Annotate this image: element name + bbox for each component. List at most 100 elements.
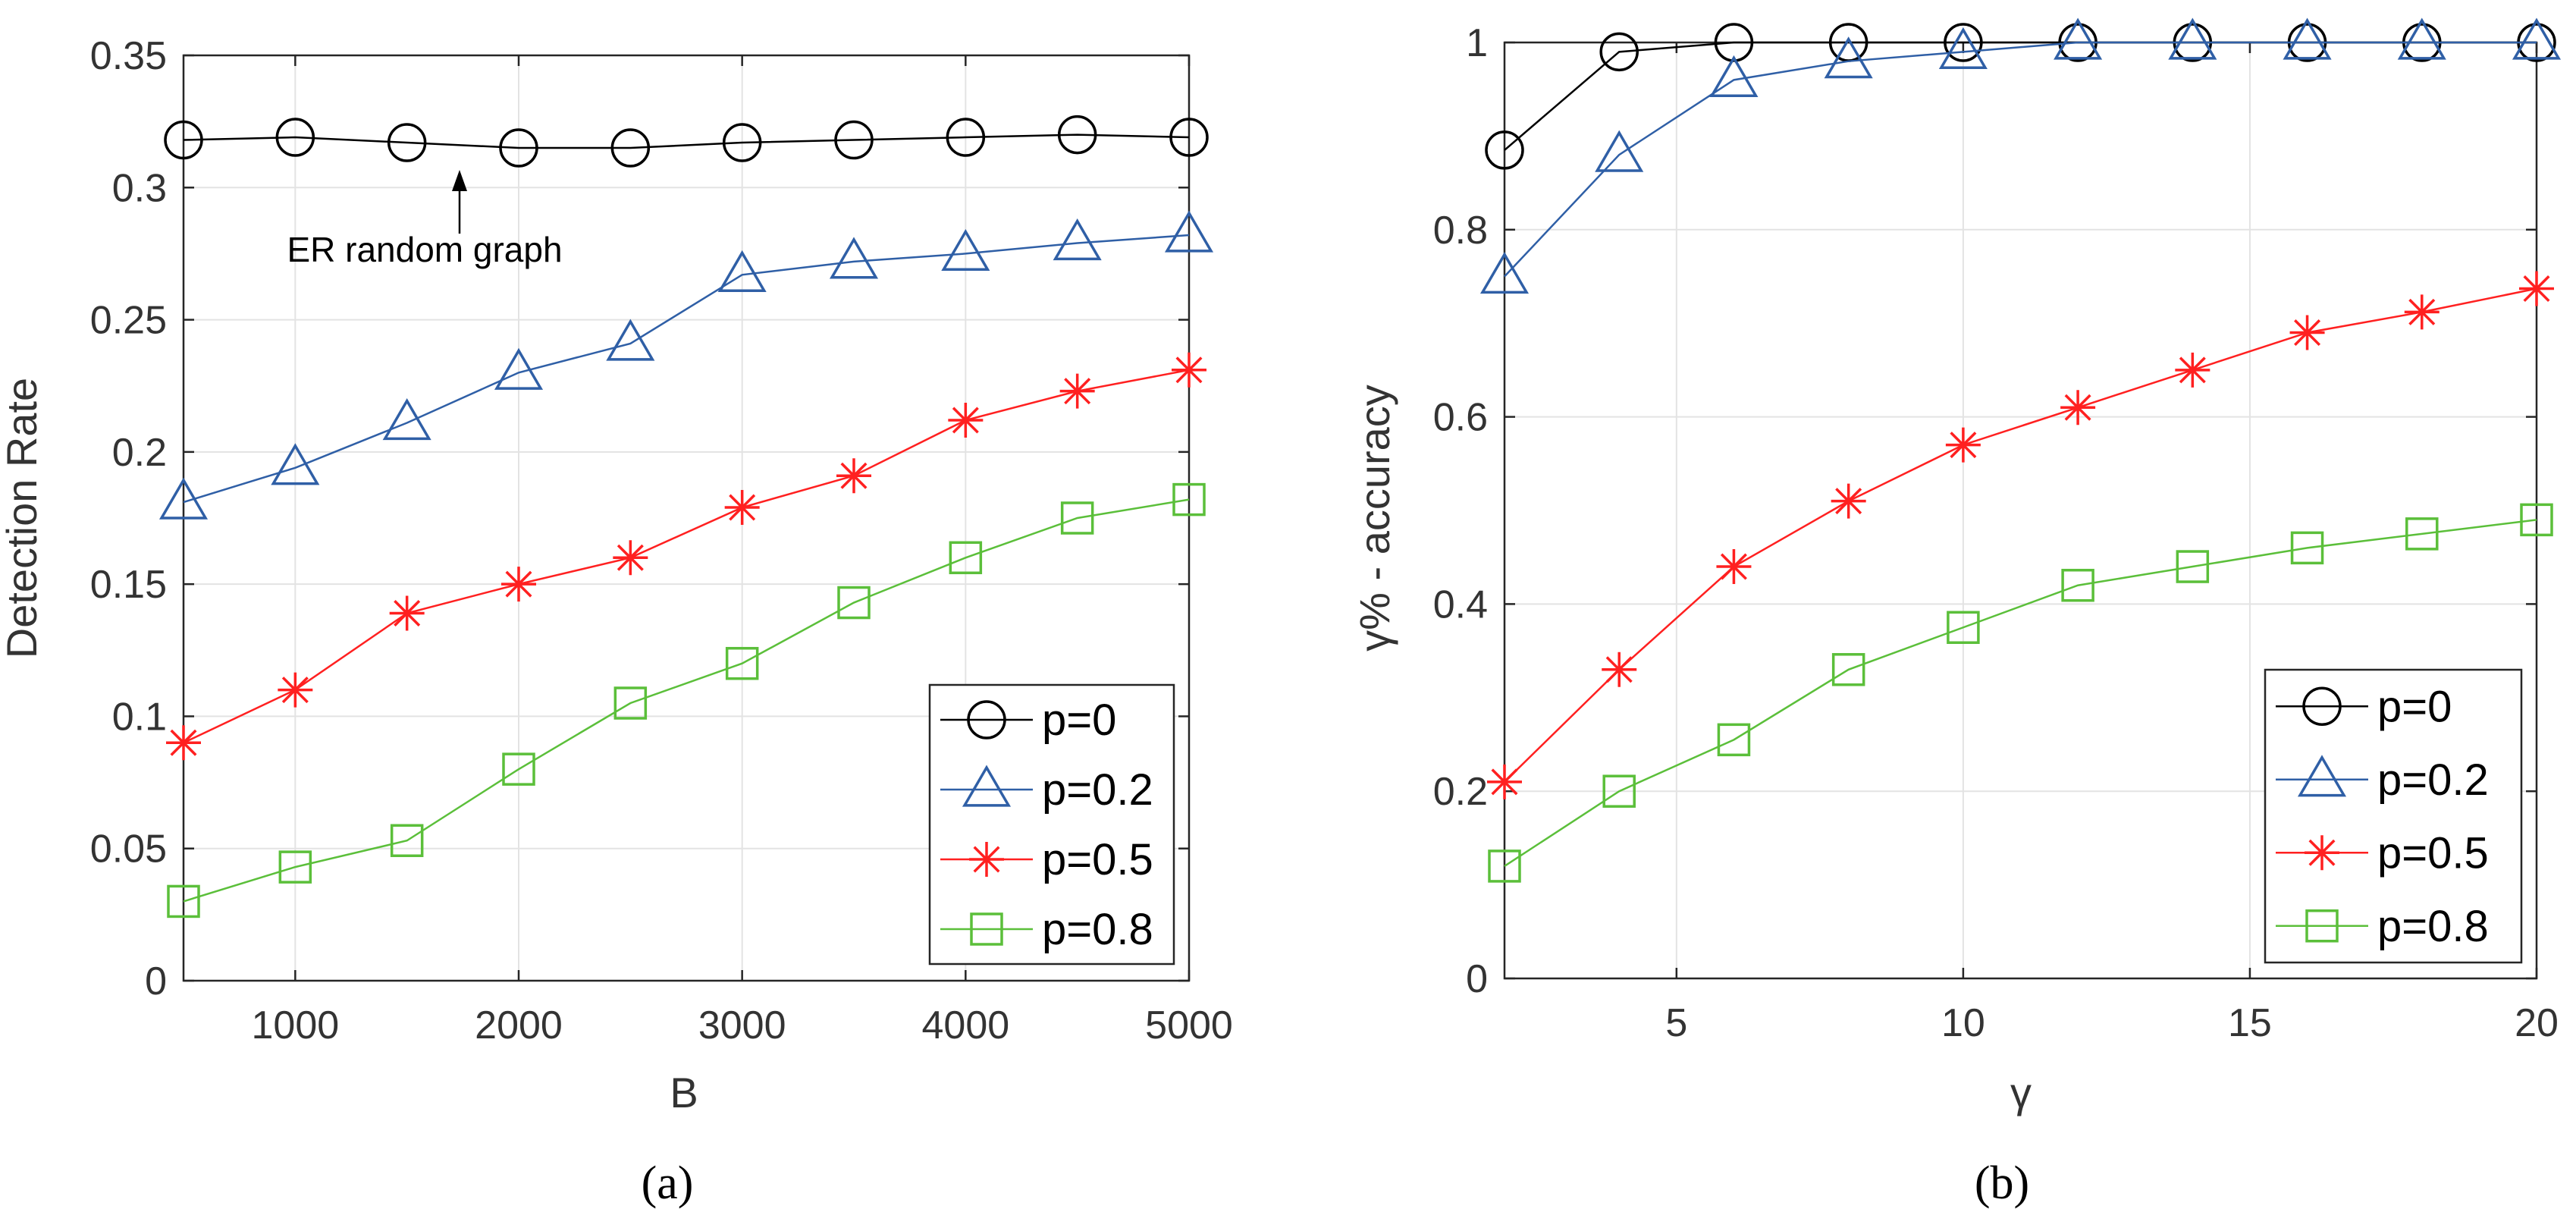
legend-marker-triangle [2297,755,2347,797]
y-axis-label: Detection Rate [0,378,45,658]
data-point-triangle [2283,17,2332,60]
data-point-star [501,567,536,602]
legend-entry: p=0.2 [2276,755,2489,805]
data-point-square [949,541,983,575]
series-line [183,234,1190,504]
data-point-square [1717,723,1751,757]
annotation-arrow-head [452,170,467,191]
y-tick-label: 0.35 [90,34,167,78]
y-tick-label: 0.2 [1433,770,1488,814]
series-p-0-2 [1479,17,2562,294]
y-tick-label: 0 [1466,957,1488,1001]
series-p-0-8 [1488,503,2553,883]
data-point-triangle [1709,55,1759,97]
series-p-0-8 [167,482,1206,919]
y-tick-label: 1 [1466,21,1488,65]
legend-entry: p=0.5 [2276,828,2489,878]
series-line [1504,519,2537,867]
data-point-circle [834,120,874,160]
legend-entry: p=0.8 [940,905,1153,954]
data-point-triangle [1938,27,1988,69]
data-point-triangle [382,398,431,441]
series-line [183,133,1190,149]
legend-label: p=0 [2377,682,2452,731]
data-point-triangle [1595,130,1644,172]
data-point-star [1945,427,1981,463]
y-tick-label: 0.15 [90,563,167,607]
legend-label: p=0.5 [2377,828,2489,878]
data-point-square [1947,611,1980,644]
data-point-square [390,824,424,858]
series-line [1504,287,2537,783]
legend-marker-square [2305,909,2339,943]
data-point-circle [722,123,762,162]
series-line [183,498,1190,903]
legend-marker-circle [2302,686,2342,726]
data-point-star [2060,390,2096,426]
data-point-square [2176,550,2210,583]
y-tick-label: 0.25 [90,299,167,343]
series-p-0-2 [158,210,1214,520]
data-point-square [1831,653,1865,686]
data-point-triangle [1824,36,1873,79]
legend: p=0 p=0.2 p=0.5 p=0.8 [2264,668,2523,964]
y-tick-label: 0.6 [1433,396,1488,440]
data-point-triangle [2397,17,2446,60]
data-point-star [1487,764,1522,799]
annotation-text: ER random graph [287,230,562,269]
x-tick-label: 4000 [921,1003,1009,1047]
series-line [183,369,1190,744]
panel-label: (a) [642,1157,694,1209]
y-tick-label: 0.2 [112,431,167,475]
y-tick-label: 0.1 [112,695,167,739]
data-point-circle [164,120,203,160]
data-point-square [167,884,200,919]
legend-label: p=0.2 [1042,765,1153,815]
series-p-0 [164,115,1209,168]
legend-marker-star [969,842,1004,877]
data-point-circle [1057,115,1097,155]
data-point-star [1716,549,1752,585]
y-tick-label: 0.4 [1433,583,1488,626]
y-tick-label: 0.8 [1433,209,1488,253]
data-point-triangle [2512,17,2562,60]
data-point-circle [387,123,427,162]
series-p-0-5 [166,352,1206,761]
data-point-triangle [606,319,655,361]
x-tick-label: 20 [2515,1001,2559,1045]
data-point-triangle [494,347,544,390]
legend-label: p=0.8 [2377,902,2489,951]
data-point-triangle [1053,218,1102,261]
data-point-triangle [2054,17,2103,60]
data-point-triangle [1164,210,1214,253]
data-point-square [2520,503,2553,537]
legend: p=0 p=0.2 p=0.5 p=0.8 [928,683,1175,966]
data-point-star [948,403,984,438]
data-point-circle [946,118,986,157]
y-tick-label: 0 [145,959,167,1003]
legend-entry: p=0 [2276,682,2452,731]
data-point-square [1602,774,1636,808]
legend-marker-star [2305,835,2339,871]
data-point-circle [499,128,538,168]
data-point-square [613,686,648,720]
x-tick-label: 5 [1665,1001,1687,1045]
data-point-square [837,586,871,620]
chart-panel-b: 5 10 15 20 0 0.2 0.4 0.6 0.8 1 γ γ% - accuracy (b) p=… [1351,17,2562,1209]
data-point-triangle [1479,252,1530,294]
data-point-star [836,458,871,494]
data-point-star [1059,373,1095,409]
data-point-star [1831,483,1866,519]
x-tick-label: 15 [2228,1001,2272,1045]
legend-marker-square [970,912,1003,946]
data-point-circle [1714,23,1754,62]
data-point-square [1172,482,1206,517]
x-tick-label: 2000 [475,1003,563,1047]
data-point-star [166,725,201,761]
data-point-triangle [271,443,320,485]
legend-entry: p=0.8 [2276,902,2489,951]
data-point-square [2061,568,2094,602]
legend-marker-circle [967,700,1006,740]
data-point-triangle [2168,17,2217,60]
